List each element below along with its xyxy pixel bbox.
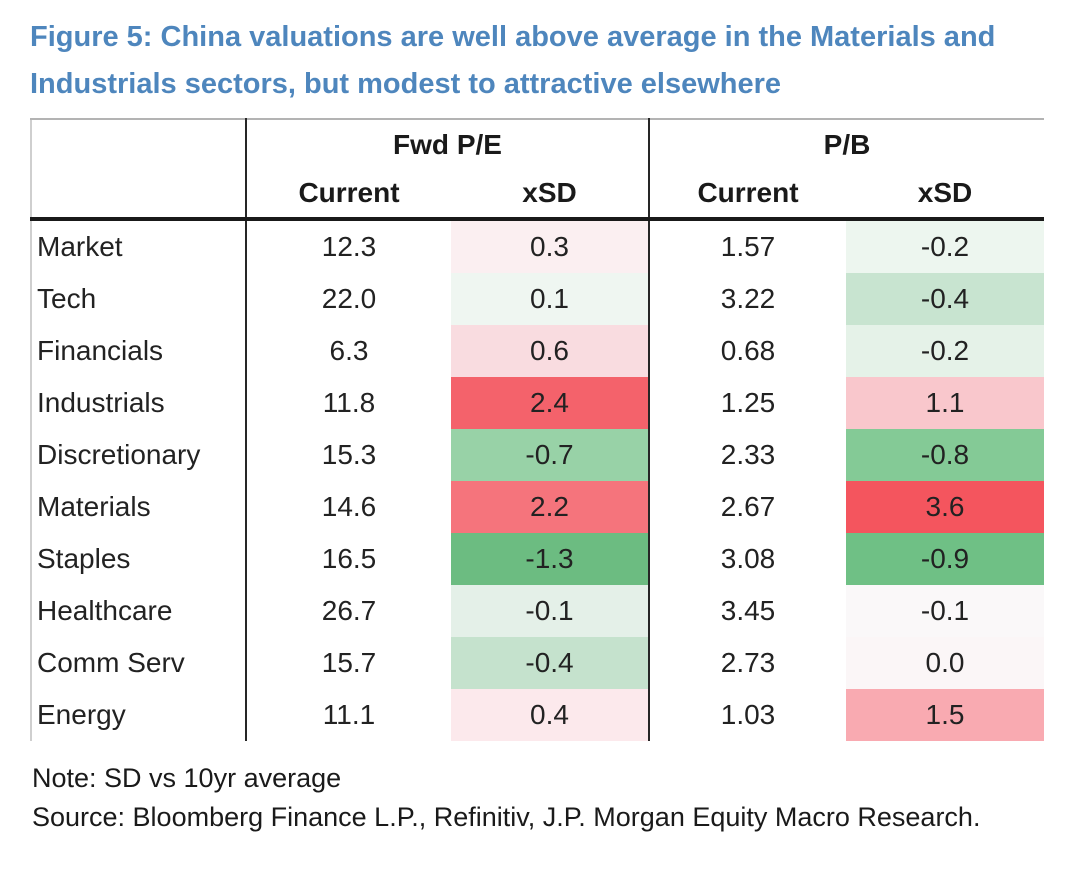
table-row: Comm Serv 15.7 -0.4 2.73 0.0 [31, 637, 1044, 689]
table-row: Industrials 11.8 2.4 1.25 1.1 [31, 377, 1044, 429]
figure-title-line-1: Figure 5: China valuations are well abov… [30, 21, 996, 53]
fwd-pe-current-value: 11.1 [322, 699, 376, 730]
table-row: Materials 14.6 2.2 2.67 3.6 [31, 481, 1044, 533]
fwd-pe-current-value: 16.5 [321, 543, 377, 574]
footnotes: Note: SD vs 10yr average Source: Bloombe… [32, 759, 1080, 837]
note-line: Note: SD vs 10yr average [32, 763, 342, 793]
valuation-heatmap-table: Fwd P/E P/B Current xSD Current xSD Mark… [30, 118, 1044, 741]
table-row: Discretionary 15.3 -0.7 2.33 -0.8 [31, 429, 1044, 481]
column-group-row: Fwd P/E P/B [31, 119, 1044, 169]
pb-current-value: 3.45 [720, 595, 776, 626]
pb-current-value: 1.57 [720, 231, 776, 262]
table-row: Market 12.3 0.3 1.57 -0.2 [31, 219, 1044, 273]
source-line: Source: Bloomberg Finance L.P., Refiniti… [32, 802, 981, 832]
sector-label: Healthcare [31, 585, 247, 637]
sector-label: Financials [31, 325, 247, 377]
column-group-fwd-pe: Fwd P/E [246, 119, 650, 169]
fwd-pe-xsd-value: -0.1 [451, 585, 650, 637]
fwd-pe-current-value: 15.7 [321, 647, 377, 678]
pb-xsd-value: 1.5 [846, 689, 1044, 741]
pb-xsd-value: -0.8 [846, 429, 1044, 481]
table-row: Staples 16.5 -1.3 3.08 -0.9 [31, 533, 1044, 585]
pb-xsd-value: -0.2 [846, 325, 1044, 377]
fwd-pe-xsd-value: 2.4 [451, 377, 650, 429]
fwd-pe-xsd-value: 0.4 [451, 689, 650, 741]
pb-current-value: 1.03 [720, 699, 776, 730]
figure-title-line-2: Industrials sectors, but modest to attra… [30, 68, 782, 100]
header-pb-current: Current [697, 177, 799, 208]
pb-xsd-value: 3.6 [846, 481, 1044, 533]
column-group-pb: P/B [823, 128, 871, 160]
pb-xsd-value: 1.1 [846, 377, 1044, 429]
sector-label: Tech [31, 273, 247, 325]
table-header: Fwd P/E P/B Current xSD Current xSD [31, 119, 1044, 219]
sector-label: Discretionary [31, 429, 247, 481]
sector-label: Materials [31, 481, 247, 533]
pb-current-value: 2.73 [720, 647, 776, 678]
empty-corner-cell [31, 169, 247, 219]
pb-current-value: 3.22 [720, 283, 776, 314]
fwd-pe-current-value: 14.6 [321, 491, 377, 522]
sector-label: Market [31, 219, 247, 273]
fwd-pe-xsd-value: -0.7 [451, 429, 650, 481]
figure-title: Figure 5: China valuations are well abov… [30, 14, 1040, 108]
pb-current-value: 1.25 [720, 387, 776, 418]
pb-xsd-value: -0.4 [846, 273, 1044, 325]
fwd-pe-current-value: 12.3 [321, 231, 377, 262]
pb-current-value: 0.68 [720, 335, 776, 366]
fwd-pe-xsd-value: -1.3 [451, 533, 650, 585]
fwd-pe-xsd-value: 0.1 [451, 273, 650, 325]
sector-label: Staples [31, 533, 247, 585]
pb-xsd-value: 0.0 [846, 637, 1044, 689]
table-row: Energy 11.1 0.4 1.03 1.5 [31, 689, 1044, 741]
sector-label: Industrials [31, 377, 247, 429]
pb-current-value: 3.08 [720, 543, 776, 574]
fwd-pe-xsd-value: 0.3 [451, 219, 650, 273]
fwd-pe-current-value: 22.0 [321, 283, 377, 314]
fwd-pe-current-value: 15.3 [321, 439, 377, 470]
fwd-pe-xsd-value: 0.6 [451, 325, 650, 377]
fwd-pe-current-value: 26.7 [321, 595, 377, 626]
fwd-pe-current-value: 11.8 [322, 387, 376, 418]
pb-xsd-value: -0.2 [846, 219, 1044, 273]
table-row: Financials 6.3 0.6 0.68 -0.2 [31, 325, 1044, 377]
pb-current-value: 2.67 [720, 491, 776, 522]
sector-label: Comm Serv [31, 637, 247, 689]
pb-current-value: 2.33 [720, 439, 776, 470]
pb-xsd-value: -0.1 [846, 585, 1044, 637]
fwd-pe-xsd-value: 2.2 [451, 481, 650, 533]
table-row: Healthcare 26.7 -0.1 3.45 -0.1 [31, 585, 1044, 637]
table-body: Market 12.3 0.3 1.57 -0.2 Tech 22.0 0.1 3.22 -0.4… [31, 219, 1044, 741]
header-fwd-pe-current: Current [298, 177, 400, 208]
header-pb-xsd: xSD [917, 177, 973, 208]
table-row: Tech 22.0 0.1 3.22 -0.4 [31, 273, 1044, 325]
sub-header-row: Current xSD Current xSD [31, 169, 1044, 219]
empty-corner-cell [31, 119, 247, 169]
fwd-pe-xsd-value: -0.4 [451, 637, 650, 689]
sector-label: Energy [31, 689, 247, 741]
pb-xsd-value: -0.9 [846, 533, 1044, 585]
header-fwd-pe-xsd: xSD [451, 169, 650, 219]
report-figure-page: Figure 5: China valuations are well abov… [0, 14, 1080, 837]
fwd-pe-current-value: 6.3 [329, 335, 369, 366]
